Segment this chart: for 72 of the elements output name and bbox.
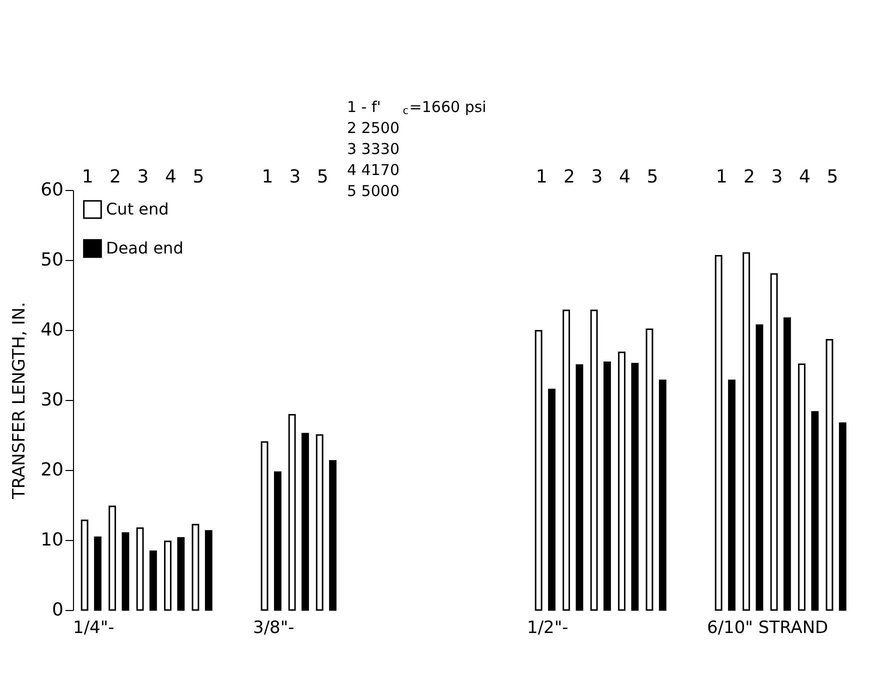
x-tick-label: 2 xyxy=(110,166,122,188)
bar xyxy=(329,460,336,611)
bar xyxy=(576,364,584,611)
x-tick-label: 5 xyxy=(192,166,204,188)
x-tick-label: 1 xyxy=(82,166,94,188)
text: 4 4170 xyxy=(347,161,400,179)
bar xyxy=(590,310,598,611)
bar xyxy=(770,273,778,611)
bar xyxy=(136,527,144,611)
bar xyxy=(177,537,185,611)
bar xyxy=(838,422,846,611)
x-tick-label: 4 xyxy=(798,166,810,188)
x-tick-label: 1 xyxy=(716,166,728,188)
x-tick-label: 2 xyxy=(564,166,576,188)
x-tick-label: 4 xyxy=(164,166,176,188)
legend-label: Dead end xyxy=(106,238,184,258)
bar xyxy=(811,411,819,611)
bar xyxy=(288,414,296,611)
y-tick-label: 0 xyxy=(52,600,64,620)
y-tick-label: 10 xyxy=(40,530,64,550)
text: 2 2500 xyxy=(347,119,400,137)
bar xyxy=(714,255,722,611)
bar xyxy=(742,252,750,611)
x-tick-label: 5 xyxy=(646,166,658,188)
x-axis-title: 1/4"- xyxy=(73,618,114,638)
bar xyxy=(94,536,102,611)
x-tick-label: 3 xyxy=(137,166,149,188)
bar xyxy=(631,362,639,611)
bar xyxy=(646,328,654,611)
x-axis-title: 3/8"- xyxy=(253,618,294,638)
bar xyxy=(728,380,736,611)
bar xyxy=(80,520,88,611)
y-tick-label: 50 xyxy=(40,250,64,270)
bar xyxy=(562,310,570,611)
x-tick-label: 5 xyxy=(316,166,328,188)
bar xyxy=(534,330,542,611)
text: 5 5000 xyxy=(347,182,400,200)
text: 3 3330 xyxy=(347,140,400,158)
y-tick-label: 40 xyxy=(40,320,64,340)
bar xyxy=(302,432,309,611)
bar xyxy=(274,471,282,611)
bar xyxy=(618,352,626,611)
bar xyxy=(316,434,324,611)
bar xyxy=(122,532,130,611)
x-tick-label: 3 xyxy=(591,166,603,188)
x-tick-label: 1 xyxy=(262,166,274,188)
x-tick-label: 2 xyxy=(744,166,756,188)
y-tick-label: 60 xyxy=(40,180,64,200)
bar xyxy=(164,540,172,611)
x-axis-title: 1/2"- xyxy=(527,618,568,638)
bar xyxy=(260,441,268,611)
bar xyxy=(204,530,212,611)
bar xyxy=(108,506,116,611)
y-tick-label: 20 xyxy=(40,460,64,480)
bar xyxy=(798,364,806,611)
x-tick-label: 1 xyxy=(536,166,548,188)
x-axis-title: 6/10" STRAND xyxy=(707,618,828,638)
x-tick-label: 4 xyxy=(618,166,630,188)
bar xyxy=(658,380,666,611)
x-tick-label: 3 xyxy=(771,166,783,188)
bar xyxy=(192,524,200,611)
y-axis-title: TRANSFER LENGTH, IN. xyxy=(10,302,30,500)
legend-label: Cut end xyxy=(106,200,169,218)
y-tick-label: 30 xyxy=(40,390,64,410)
bar xyxy=(149,550,157,611)
bar xyxy=(548,388,556,611)
bar xyxy=(826,339,834,611)
x-tick-label: 5 xyxy=(826,166,838,188)
bar xyxy=(783,317,791,611)
bar xyxy=(603,361,611,611)
x-tick-label: 3 xyxy=(289,166,301,188)
bar xyxy=(756,324,764,611)
